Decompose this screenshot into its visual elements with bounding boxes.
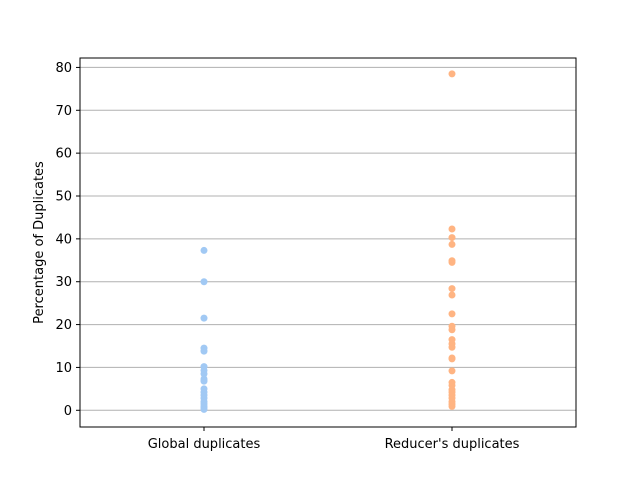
- data-point: [200, 246, 208, 254]
- y-tick-label: 60: [55, 147, 72, 162]
- data-point: [200, 278, 208, 286]
- data-point: [200, 377, 208, 385]
- data-point: [448, 291, 456, 299]
- data-point: [448, 258, 456, 266]
- data-points: [200, 70, 456, 413]
- data-point: [448, 326, 456, 334]
- y-tick-label: 50: [55, 190, 72, 205]
- data-point: [200, 347, 208, 355]
- data-point: [200, 370, 208, 378]
- data-point: [448, 70, 456, 78]
- y-axis-title: Percentage of Duplicates: [32, 161, 47, 324]
- y-tick-label: 40: [55, 232, 72, 247]
- plot-frame: [79, 57, 577, 428]
- y-tick-label: 30: [55, 275, 72, 290]
- y-tick-label: 20: [55, 318, 72, 333]
- data-point: [200, 405, 208, 413]
- y-tick-label: 70: [55, 104, 72, 119]
- data-point: [448, 234, 456, 242]
- data-point: [448, 225, 456, 233]
- data-point: [448, 240, 456, 248]
- gridlines: [80, 66, 576, 411]
- y-tick-label: 10: [55, 361, 72, 376]
- x-tick-label: Reducer's duplicates: [385, 437, 520, 452]
- y-tick-label: 0: [64, 404, 72, 419]
- data-point: [448, 343, 456, 351]
- data-point: [448, 367, 456, 375]
- data-point: [200, 314, 208, 322]
- x-tick-label: Global duplicates: [148, 437, 261, 452]
- x-axis: Global duplicates Reducer's duplicates: [148, 427, 520, 452]
- data-point: [448, 355, 456, 363]
- data-point: [448, 310, 456, 318]
- data-point: [448, 285, 456, 293]
- data-point: [448, 402, 456, 410]
- y-tick-label: 80: [55, 61, 72, 76]
- y-axis: 0 10 20 30 40 50 60 70 80: [55, 61, 80, 419]
